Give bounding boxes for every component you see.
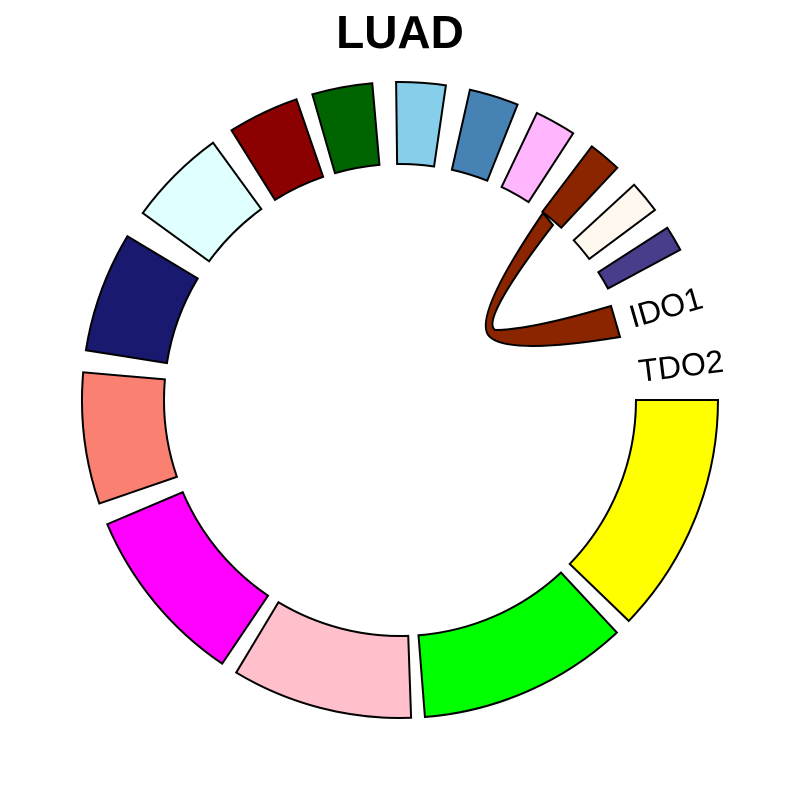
sector: [234, 600, 413, 719]
sector: [311, 82, 381, 175]
sector: [141, 141, 263, 263]
sector: [395, 81, 448, 168]
sector: [500, 111, 575, 204]
sector-label: IDO1: [625, 280, 707, 335]
chord-link: [484, 211, 622, 347]
sector-label: TDO2: [636, 343, 725, 389]
sector: [84, 234, 200, 365]
sector: [105, 490, 270, 666]
sector: [230, 98, 325, 202]
diagram-title: LUAD: [336, 6, 464, 58]
sector: [568, 399, 720, 623]
sector: [417, 571, 619, 719]
sector: [572, 183, 657, 261]
sector: [81, 371, 179, 505]
sector: [450, 88, 519, 183]
sector-ring: [81, 81, 720, 719]
sector: [596, 226, 682, 290]
